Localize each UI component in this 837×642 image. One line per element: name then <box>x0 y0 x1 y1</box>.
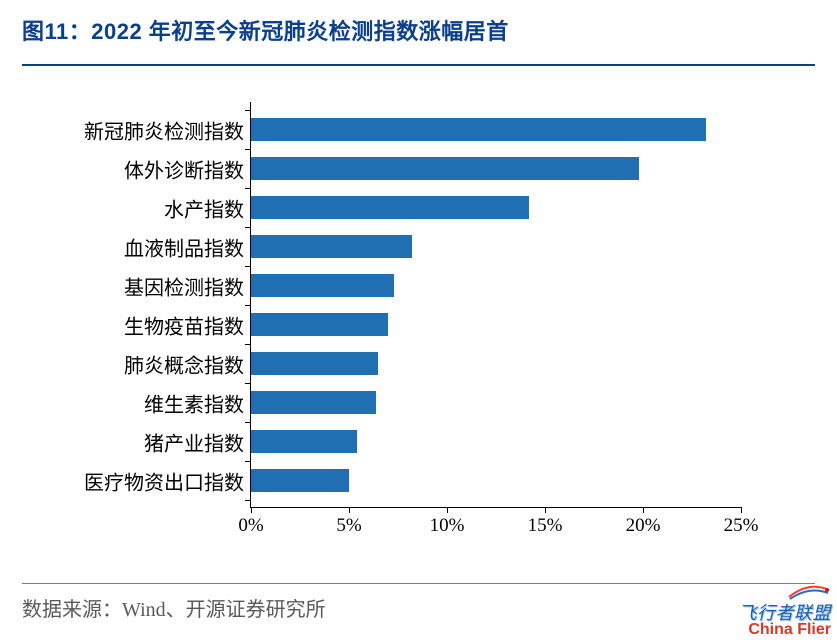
watermark-line2-text: China Flier <box>748 622 831 638</box>
y-axis-label: 血液制品指数 <box>60 232 244 261</box>
x-axis-label: 5% <box>336 515 361 537</box>
watermark-line1: 飞行者联盟 <box>739 604 832 622</box>
y-tick <box>245 344 251 345</box>
y-axis-label: 医疗物资出口指数 <box>60 466 244 495</box>
watermark: 飞行者联盟 China Flier <box>739 584 832 638</box>
y-tick <box>245 461 251 462</box>
x-axis-label: 10% <box>430 515 465 537</box>
data-source: 数据来源：Wind、开源证券研究所 <box>22 593 326 622</box>
y-axis-label: 猪产业指数 <box>60 427 244 456</box>
y-tick <box>245 149 251 150</box>
chart-area: 0%5%10%15%20%25% 新冠肺炎检测指数体外诊断指数水产指数血液制品指… <box>60 84 777 554</box>
y-tick <box>245 266 251 267</box>
watermark-line2: China Flier <box>739 622 832 638</box>
x-axis-label: 0% <box>238 515 263 537</box>
swoosh-icon <box>787 584 831 600</box>
bar <box>251 274 394 297</box>
bar <box>251 235 412 258</box>
y-tick <box>245 188 251 189</box>
y-axis-label: 肺炎概念指数 <box>60 349 244 378</box>
y-tick <box>245 305 251 306</box>
y-tick <box>245 500 251 501</box>
plot-region: 0%5%10%15%20%25% <box>250 102 741 508</box>
bar <box>251 157 639 180</box>
x-tick <box>741 507 742 513</box>
title-underline <box>22 64 815 66</box>
y-tick <box>245 422 251 423</box>
y-axis-label: 基因检测指数 <box>60 271 244 300</box>
x-tick <box>251 507 252 513</box>
bar <box>251 313 388 336</box>
y-axis-label: 水产指数 <box>60 193 244 222</box>
y-tick <box>245 110 251 111</box>
bar <box>251 391 376 414</box>
bar <box>251 118 706 141</box>
x-tick <box>545 507 546 513</box>
x-tick <box>643 507 644 513</box>
bar <box>251 469 349 492</box>
y-axis-label: 维生素指数 <box>60 388 244 417</box>
bar <box>251 430 357 453</box>
x-axis-label: 20% <box>626 515 661 537</box>
y-axis-label: 体外诊断指数 <box>60 154 244 183</box>
y-tick <box>245 227 251 228</box>
y-axis-label: 新冠肺炎检测指数 <box>60 115 244 144</box>
footer-rule <box>22 583 815 584</box>
bar <box>251 196 529 219</box>
x-tick <box>447 507 448 513</box>
figure-title: 图11：2022 年初至今新冠肺炎检测指数涨幅居首 <box>22 19 509 44</box>
x-tick <box>349 507 350 513</box>
y-tick <box>245 383 251 384</box>
figure-title-row: 图11：2022 年初至今新冠肺炎检测指数涨幅居首 <box>0 0 837 56</box>
bar <box>251 352 378 375</box>
y-axis-label: 生物疫苗指数 <box>60 310 244 339</box>
x-axis-label: 25% <box>724 515 759 537</box>
x-axis-label: 15% <box>528 515 563 537</box>
